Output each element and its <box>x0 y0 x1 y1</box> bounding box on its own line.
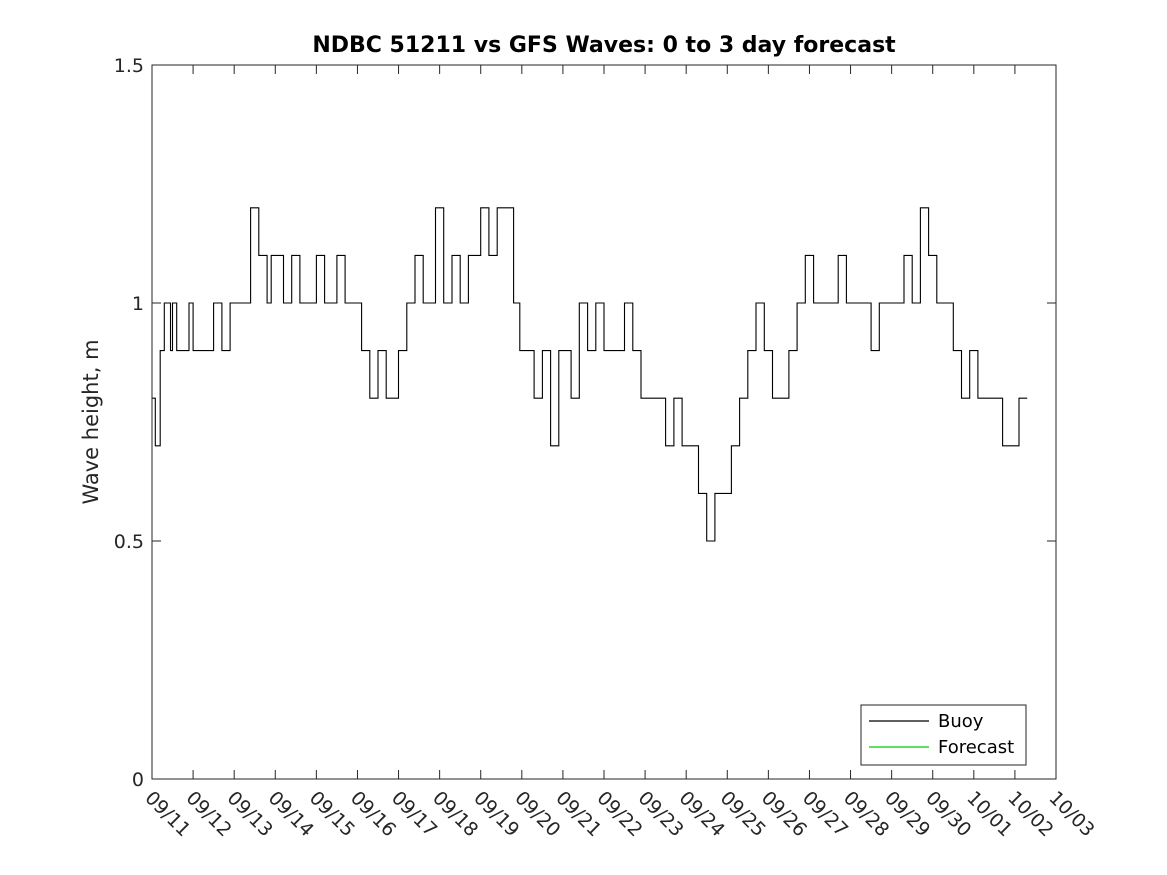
x-tick-label: 09/26 <box>757 787 811 841</box>
x-tick-label: 09/15 <box>305 787 359 841</box>
y-tick-label: 1 <box>132 293 144 315</box>
x-tick-label: 09/20 <box>510 787 564 841</box>
legend: Buoy Forecast <box>860 704 1027 766</box>
x-tick-label: 09/17 <box>387 787 441 841</box>
x-tick-label: 10/03 <box>1044 787 1098 841</box>
x-tick-label: 09/29 <box>880 787 934 841</box>
series-layer <box>152 207 1028 542</box>
x-tick-label: 09/28 <box>839 787 893 841</box>
x-tick-label: 09/19 <box>469 787 523 841</box>
x-tick-label: 09/24 <box>675 787 729 841</box>
legend-box <box>860 704 1027 766</box>
x-tick-label: 10/02 <box>1003 787 1057 841</box>
y-tick-label: 0.5 <box>114 531 144 553</box>
x-tick-label: 10/01 <box>962 787 1016 841</box>
y-axis-label: Wave height, m <box>79 339 103 504</box>
x-tick-label: 09/18 <box>428 787 482 841</box>
y-tick-label: 0 <box>132 769 144 791</box>
x-tick-label: 09/13 <box>223 787 277 841</box>
plot-area <box>151 64 1057 780</box>
chart-title: NDBC 51211 vs GFS Waves: 0 to 3 day fore… <box>312 33 896 58</box>
x-tick-label: 09/14 <box>264 787 318 841</box>
x-tick-label: 09/11 <box>140 787 194 841</box>
y-tick-label: 1.5 <box>114 55 144 77</box>
x-tick-label: 09/23 <box>634 787 688 841</box>
x-tick-label: 09/25 <box>716 787 770 841</box>
legend-label-forecast: Forecast <box>938 737 1014 758</box>
x-tick-label: 09/12 <box>182 787 236 841</box>
series-line-buoy <box>152 207 1028 542</box>
x-tick-label: 09/21 <box>551 787 605 841</box>
x-tick-label: 09/22 <box>592 787 646 841</box>
x-tick-label: 09/30 <box>921 787 975 841</box>
x-tick-label: 09/16 <box>346 787 400 841</box>
axes-box <box>151 64 1057 780</box>
x-tick-label: 09/27 <box>798 787 852 841</box>
y-axis: 0 0.5 1 1.5 <box>114 55 1056 791</box>
legend-label-buoy: Buoy <box>938 711 984 732</box>
